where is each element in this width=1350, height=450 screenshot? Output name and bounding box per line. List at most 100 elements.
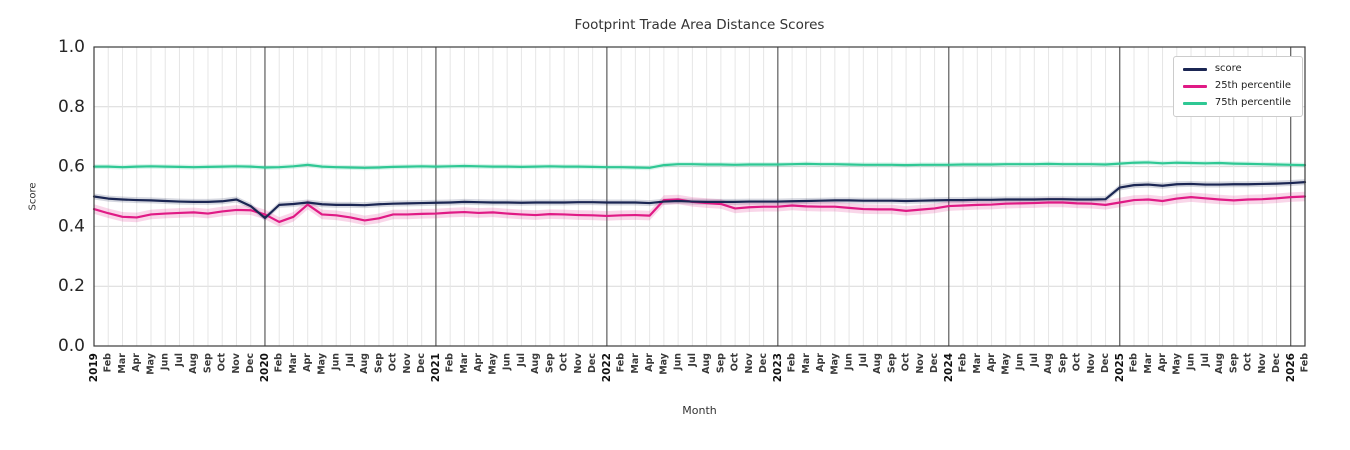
svg-text:Mar: Mar — [117, 353, 128, 374]
svg-text:Apr: Apr — [302, 353, 313, 372]
x-axis-title: Month — [682, 404, 717, 417]
svg-text:May: May — [1171, 352, 1182, 375]
svg-text:0.8: 0.8 — [58, 97, 85, 117]
svg-text:Mar: Mar — [630, 353, 641, 374]
svg-text:Jul: Jul — [345, 353, 356, 368]
svg-text:Oct: Oct — [1072, 353, 1083, 372]
svg-text:Dec: Dec — [758, 353, 769, 373]
svg-text:Feb: Feb — [103, 353, 114, 373]
svg-text:Sep: Sep — [373, 353, 384, 373]
svg-text:0.0: 0.0 — [58, 336, 85, 356]
legend-label: 75th percentile — [1214, 97, 1291, 108]
svg-text:Apr: Apr — [644, 353, 655, 372]
svg-text:May: May — [145, 352, 156, 375]
svg-text:Jul: Jul — [516, 353, 527, 368]
svg-text:Jun: Jun — [844, 353, 855, 371]
svg-text:Apr: Apr — [815, 353, 826, 372]
svg-text:Sep: Sep — [544, 353, 555, 373]
svg-text:Jun: Jun — [673, 353, 684, 371]
legend-swatch — [1182, 101, 1207, 105]
svg-text:2019: 2019 — [88, 353, 100, 382]
svg-text:2023: 2023 — [772, 353, 784, 382]
svg-text:Aug: Aug — [359, 353, 370, 374]
svg-text:Aug: Aug — [1043, 353, 1054, 374]
svg-text:Nov: Nov — [1257, 352, 1268, 373]
svg-text:Feb: Feb — [274, 353, 285, 373]
svg-text:Mar: Mar — [801, 353, 812, 374]
svg-text:Dec: Dec — [245, 353, 256, 373]
svg-text:Oct: Oct — [559, 353, 570, 372]
svg-text:1.0: 1.0 — [58, 37, 85, 57]
svg-text:Aug: Aug — [701, 353, 712, 374]
svg-text:Jun: Jun — [1015, 353, 1026, 371]
svg-text:Aug: Aug — [872, 353, 883, 374]
svg-text:Jun: Jun — [1186, 353, 1197, 371]
svg-text:Jul: Jul — [1029, 353, 1040, 368]
svg-text:Oct: Oct — [388, 353, 399, 372]
svg-text:Sep: Sep — [1057, 353, 1068, 373]
svg-text:2024: 2024 — [943, 353, 955, 382]
svg-text:Jul: Jul — [174, 353, 185, 368]
svg-text:Nov: Nov — [744, 352, 755, 373]
svg-text:Mar: Mar — [972, 353, 983, 374]
svg-text:Apr: Apr — [131, 353, 142, 372]
svg-text:Nov: Nov — [915, 352, 926, 373]
svg-text:Aug: Aug — [530, 353, 541, 374]
svg-text:2021: 2021 — [430, 353, 442, 382]
legend-item-75th-percentile: 75th percentile — [1182, 97, 1291, 108]
svg-text:Jun: Jun — [502, 353, 513, 371]
svg-text:Dec: Dec — [1271, 353, 1282, 373]
legend-item-score: score — [1182, 63, 1291, 74]
svg-text:0.6: 0.6 — [58, 157, 85, 177]
svg-text:Jun: Jun — [331, 353, 342, 371]
svg-text:Dec: Dec — [1100, 353, 1111, 373]
svg-text:Jul: Jul — [1200, 353, 1211, 368]
svg-text:2022: 2022 — [601, 353, 613, 382]
svg-text:Feb: Feb — [445, 353, 456, 373]
svg-text:0.4: 0.4 — [58, 216, 85, 236]
svg-text:May: May — [1000, 352, 1011, 375]
svg-text:Apr: Apr — [1157, 353, 1168, 372]
svg-text:Oct: Oct — [217, 353, 228, 372]
svg-text:Jun: Jun — [160, 353, 171, 371]
svg-text:Feb: Feb — [1129, 353, 1140, 373]
legend-label: score — [1214, 63, 1242, 74]
svg-text:Mar: Mar — [1143, 353, 1154, 374]
legend-swatch — [1182, 67, 1207, 71]
svg-text:Sep: Sep — [886, 353, 897, 373]
svg-text:Jul: Jul — [858, 353, 869, 368]
svg-text:Aug: Aug — [1214, 353, 1225, 374]
svg-text:Oct: Oct — [1243, 353, 1254, 372]
legend-item-25th-percentile: 25th percentile — [1182, 80, 1291, 91]
svg-text:Oct: Oct — [901, 353, 912, 372]
svg-text:Nov: Nov — [402, 352, 413, 373]
svg-text:Mar: Mar — [459, 353, 470, 374]
svg-text:Dec: Dec — [587, 353, 598, 373]
svg-text:Sep: Sep — [202, 353, 213, 373]
svg-text:Apr: Apr — [473, 353, 484, 372]
svg-text:Feb: Feb — [616, 353, 627, 373]
svg-text:Feb: Feb — [958, 353, 969, 373]
svg-text:May: May — [829, 352, 840, 375]
svg-text:Oct: Oct — [730, 353, 741, 372]
y-axis-title: Score — [27, 182, 39, 211]
svg-text:Nov: Nov — [573, 352, 584, 373]
svg-text:Mar: Mar — [288, 353, 299, 374]
svg-text:May: May — [658, 352, 669, 375]
legend-label: 25th percentile — [1214, 80, 1291, 91]
svg-text:Feb: Feb — [1300, 353, 1311, 373]
chart-title: Footprint Trade Area Distance Scores — [574, 17, 825, 33]
svg-text:May: May — [487, 352, 498, 375]
svg-text:Jul: Jul — [687, 353, 698, 368]
svg-text:Dec: Dec — [416, 353, 427, 373]
svg-text:May: May — [316, 352, 327, 375]
legend: score 25th percentile 75th percentile — [1172, 56, 1303, 117]
svg-text:2026: 2026 — [1285, 353, 1297, 382]
svg-text:0.2: 0.2 — [58, 276, 85, 296]
svg-text:Sep: Sep — [715, 353, 726, 373]
svg-text:Nov: Nov — [231, 352, 242, 373]
legend-swatch — [1182, 84, 1207, 88]
svg-text:2025: 2025 — [1114, 353, 1126, 382]
